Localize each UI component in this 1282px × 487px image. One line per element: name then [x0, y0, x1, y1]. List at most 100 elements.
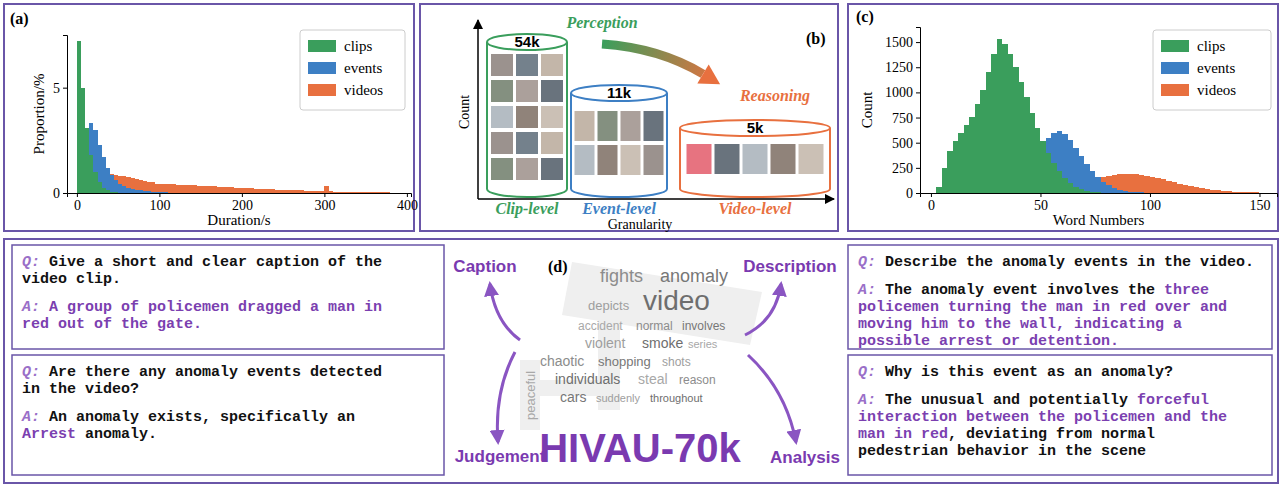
histogram-bar	[159, 193, 163, 194]
y-tick-label: 250	[892, 161, 913, 176]
histogram-bar	[1216, 193, 1221, 194]
thumbnail	[541, 106, 563, 128]
qa-box: Q:Why is this event as an anomaly?A:The …	[848, 355, 1272, 475]
thumbnail	[516, 158, 538, 180]
histogram-bar	[1205, 193, 1210, 194]
histogram-bar	[102, 188, 106, 193]
legend-label: clips	[344, 38, 372, 54]
histogram-bar	[997, 39, 1002, 193]
answer-text: interaction between the policemen and th…	[858, 409, 1227, 426]
histogram-bar	[114, 180, 118, 193]
histogram-bar	[1008, 54, 1013, 193]
histogram-bar	[316, 193, 320, 194]
histogram-bar	[1112, 193, 1117, 194]
question-line: Q: Why is this event as an anomaly?	[858, 364, 1173, 381]
level-count: 54k	[514, 33, 540, 50]
histogram-bar	[1155, 193, 1160, 194]
histogram-bar	[1210, 190, 1215, 193]
histogram-bar	[184, 185, 188, 193]
histogram-bar	[341, 193, 345, 194]
histogram-bar	[341, 192, 345, 193]
histogram-bar	[246, 193, 250, 194]
histogram-bar	[1265, 192, 1270, 193]
answer-text: Arrest	[22, 426, 76, 443]
x-tick: 100	[1140, 193, 1161, 213]
histogram-bar	[205, 193, 209, 194]
histogram-bar	[188, 193, 192, 194]
question-text: Give a short and clear caption of the	[49, 254, 382, 271]
histogram-bar	[337, 193, 341, 194]
x-tick-mark	[159, 193, 160, 197]
histogram-bar	[242, 188, 246, 193]
histogram-bar	[291, 190, 295, 193]
histogram-bar	[353, 192, 357, 193]
histogram-bar	[1265, 193, 1270, 194]
y-tick: 250	[892, 161, 920, 176]
histogram-bar	[271, 189, 275, 193]
word-cloud-word: violent	[585, 335, 626, 351]
y-tick-label: 500	[892, 136, 913, 151]
histogram-bar	[1221, 193, 1226, 194]
x-tick-label: 300	[314, 198, 335, 213]
answer-line: man in red, deviating from normal	[858, 426, 1155, 443]
histogram-bar	[205, 186, 209, 193]
histogram-bar	[304, 193, 308, 194]
histogram-bar	[1177, 193, 1182, 194]
histogram-bar	[1002, 44, 1007, 193]
dataset-name: HIVAU-70k	[539, 426, 741, 470]
histogram-bar	[1232, 193, 1237, 194]
legend-swatch	[1161, 84, 1189, 96]
histogram-bar	[1177, 193, 1182, 194]
x-axis-title: Duration/s	[207, 212, 270, 228]
histogram-bar	[250, 193, 254, 194]
histogram-bar	[114, 175, 118, 193]
histogram-bar	[1051, 163, 1056, 193]
histogram-bar	[1259, 193, 1264, 194]
histogram-bar	[1216, 193, 1221, 194]
histogram-bar	[1232, 192, 1237, 193]
answer-text: , deviating from normal	[948, 426, 1155, 443]
histogram-bar	[1238, 193, 1243, 194]
histogram-bar	[1123, 191, 1128, 193]
histogram-bar	[254, 193, 258, 194]
histogram-bar	[1046, 138, 1051, 193]
question-text: video clip.	[22, 271, 121, 288]
histogram-bar	[986, 72, 991, 193]
histogram-bar	[1249, 192, 1254, 193]
histogram-bar	[320, 193, 324, 194]
histogram-bar	[151, 182, 155, 193]
histogram-bar	[1144, 176, 1149, 193]
question-text: Why is this event as an anomaly?	[885, 364, 1173, 381]
plot-area	[936, 39, 1275, 193]
thumbnail	[491, 106, 513, 128]
thumbnail	[621, 145, 641, 175]
histogram-bar	[205, 193, 209, 194]
level-label: Event-level	[581, 200, 656, 217]
cylinder: 5k	[680, 119, 830, 197]
histogram-bar	[337, 193, 341, 194]
histogram-bar	[197, 193, 201, 194]
histogram-bar	[353, 193, 357, 194]
question-prefix: Q:	[858, 364, 876, 381]
histogram-bar	[1259, 192, 1264, 193]
histogram-bar	[320, 191, 324, 193]
histogram-bar	[1188, 186, 1193, 193]
thumbnail	[491, 132, 513, 154]
histogram-bar	[1068, 140, 1073, 193]
answer-line: pedestrian behavior in the scene	[858, 443, 1146, 460]
histogram-bar	[1172, 182, 1177, 193]
histogram-bar	[333, 193, 337, 194]
panel-border	[420, 4, 838, 231]
histogram-bar	[1128, 193, 1133, 194]
series-clips	[936, 39, 1100, 193]
histogram-bar	[93, 172, 97, 193]
thumbnail	[799, 144, 824, 174]
histogram-bar	[258, 189, 262, 193]
histogram-bar	[192, 185, 196, 193]
histogram-bar	[209, 193, 213, 194]
histogram-bar	[931, 193, 936, 194]
histogram-bar	[403, 193, 407, 194]
histogram-bar	[221, 193, 225, 194]
legend-swatch	[1161, 62, 1189, 74]
histogram-bar	[279, 190, 283, 193]
